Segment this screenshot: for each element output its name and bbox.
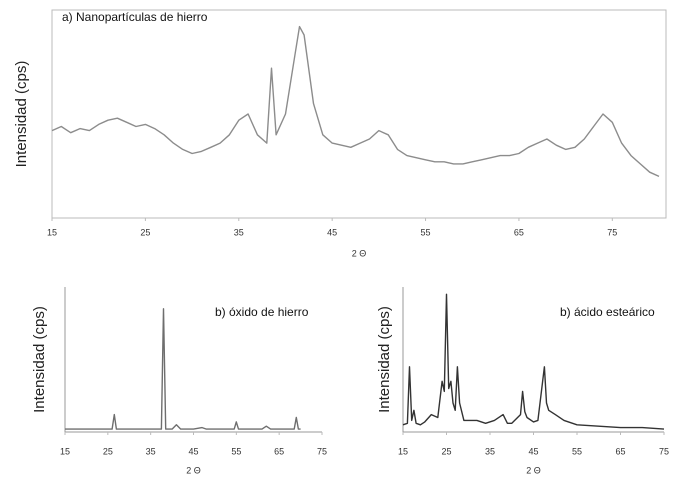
x-tick-label: 35 <box>485 446 495 456</box>
x-tick-label: 15 <box>60 446 70 456</box>
x-tick-label: 35 <box>146 446 156 456</box>
x-tick-label: 65 <box>274 446 284 456</box>
x-tick-label: 45 <box>188 446 198 456</box>
x-tick-label: 75 <box>659 446 669 456</box>
x-tick-label: 25 <box>103 446 113 456</box>
x-tick-label: 15 <box>47 227 57 237</box>
x-tick-label: 75 <box>607 227 617 237</box>
x-tick-label: 15 <box>398 446 408 456</box>
x-tick-label: 45 <box>327 227 337 237</box>
y-axis-label: Intensidad (cps) <box>31 306 48 413</box>
y-axis-label: Intensidad (cps) <box>13 61 30 168</box>
x-tick-label: 75 <box>317 446 327 456</box>
x-tick-label: 25 <box>140 227 150 237</box>
annotation: b) ácido esteárico <box>560 305 655 319</box>
x-tick-label: 55 <box>231 446 241 456</box>
x-tick-label: 25 <box>441 446 451 456</box>
y-axis-label: Intensidad (cps) <box>376 306 393 413</box>
x-axis-label: 2 Θ <box>526 465 541 475</box>
annotation: b) óxido de hierro <box>215 305 309 319</box>
x-tick-label: 55 <box>572 446 582 456</box>
plot-frame <box>51 9 667 219</box>
data-line <box>51 25 660 178</box>
x-tick-label: 45 <box>528 446 538 456</box>
x-tick-label: 55 <box>421 227 431 237</box>
x-tick-label: 35 <box>234 227 244 237</box>
data-line <box>402 293 665 430</box>
x-tick-label: 65 <box>514 227 524 237</box>
annotation: a) Nanopartículas de hierro <box>62 10 208 24</box>
x-axis-label: 2 Θ <box>186 465 201 475</box>
x-tick-label: 65 <box>615 446 625 456</box>
data-line <box>65 308 301 430</box>
x-axis-label: 2 Θ <box>352 248 367 258</box>
